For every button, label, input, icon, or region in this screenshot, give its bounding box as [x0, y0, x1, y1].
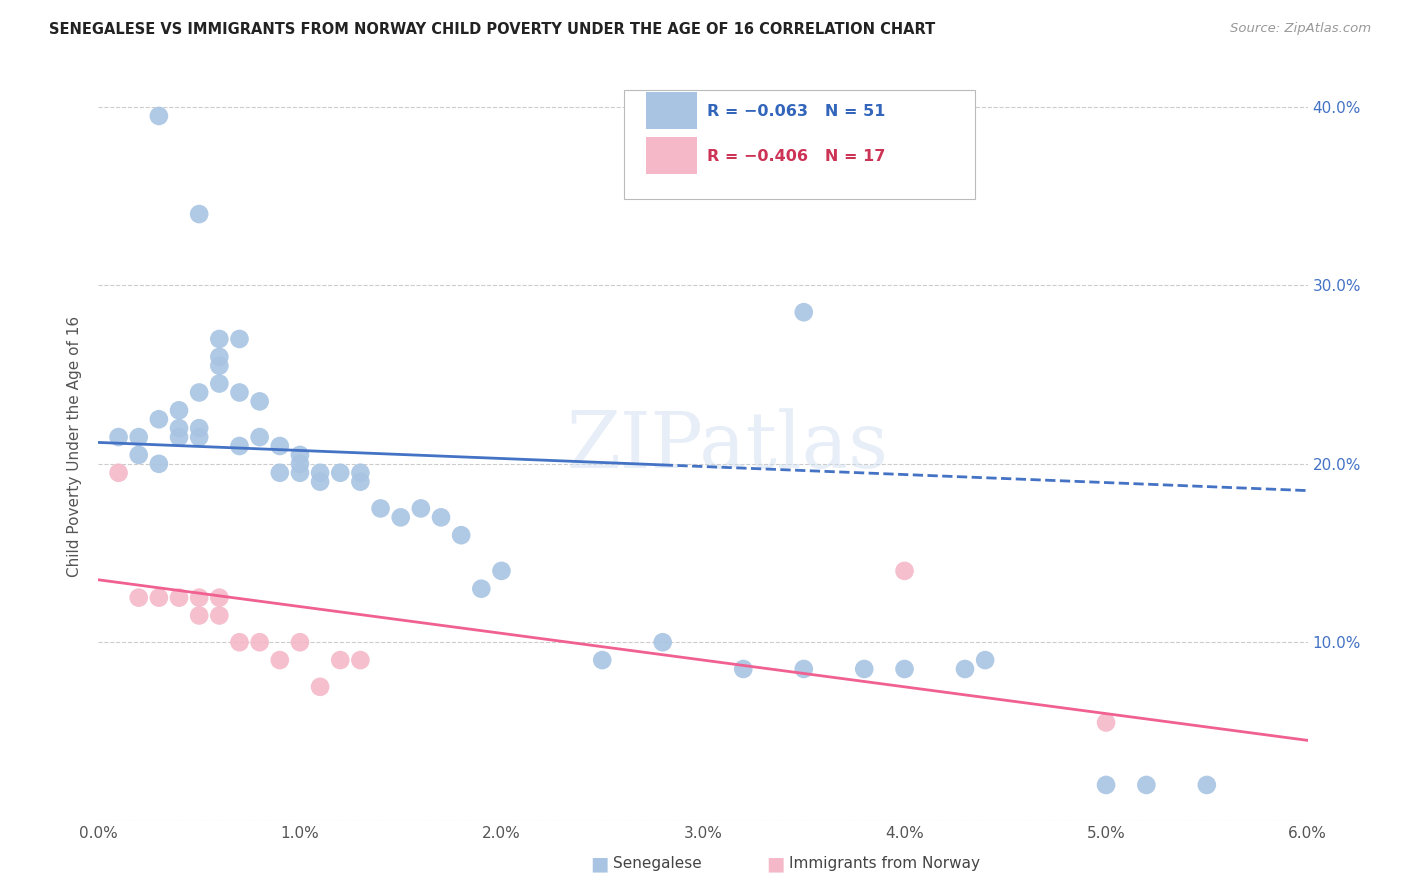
Point: [309, 466, 332, 480]
Point: [309, 680, 332, 694]
Point: [288, 635, 311, 649]
Point: [188, 385, 211, 400]
Point: [1095, 715, 1118, 730]
Point: [249, 430, 271, 444]
Point: [349, 653, 371, 667]
Point: [128, 448, 150, 462]
Point: [249, 394, 271, 409]
Point: [148, 457, 170, 471]
Text: Senegalese: Senegalese: [613, 856, 702, 871]
Point: [793, 662, 815, 676]
Point: [249, 635, 271, 649]
Point: [107, 466, 129, 480]
Text: R = −0.063   N = 51: R = −0.063 N = 51: [707, 103, 884, 119]
Point: [107, 430, 129, 444]
Point: [651, 635, 673, 649]
Point: [491, 564, 513, 578]
Point: [591, 653, 613, 667]
Text: ZIPatlas: ZIPatlas: [567, 409, 889, 483]
Text: ■: ■: [766, 854, 785, 873]
Point: [167, 421, 190, 435]
Point: [733, 662, 755, 676]
Point: [128, 591, 150, 605]
Text: ■: ■: [591, 854, 609, 873]
Y-axis label: Child Poverty Under the Age of 16: Child Poverty Under the Age of 16: [67, 316, 83, 576]
Point: [309, 475, 332, 489]
Point: [288, 457, 311, 471]
Point: [953, 662, 976, 676]
Point: [409, 501, 432, 516]
Point: [228, 635, 250, 649]
Point: [389, 510, 412, 524]
Point: [974, 653, 997, 667]
Point: [228, 385, 250, 400]
FancyBboxPatch shape: [624, 90, 976, 199]
Point: [269, 653, 291, 667]
Point: [148, 591, 170, 605]
Point: [148, 109, 170, 123]
Point: [128, 430, 150, 444]
Point: [329, 653, 352, 667]
Point: [188, 207, 211, 221]
Point: [228, 439, 250, 453]
Point: [208, 376, 231, 391]
Point: [167, 403, 190, 417]
Point: [269, 466, 291, 480]
Point: [793, 305, 815, 319]
Text: R = −0.406   N = 17: R = −0.406 N = 17: [707, 149, 884, 163]
Text: Immigrants from Norway: Immigrants from Norway: [789, 856, 980, 871]
Text: Source: ZipAtlas.com: Source: ZipAtlas.com: [1230, 22, 1371, 36]
Point: [269, 439, 291, 453]
Point: [288, 466, 311, 480]
Point: [167, 430, 190, 444]
FancyBboxPatch shape: [647, 93, 697, 129]
Point: [188, 430, 211, 444]
Point: [1095, 778, 1118, 792]
Text: SENEGALESE VS IMMIGRANTS FROM NORWAY CHILD POVERTY UNDER THE AGE OF 16 CORRELATI: SENEGALESE VS IMMIGRANTS FROM NORWAY CHI…: [49, 22, 935, 37]
Point: [288, 448, 311, 462]
Point: [208, 350, 231, 364]
Point: [470, 582, 492, 596]
Point: [228, 332, 250, 346]
Point: [853, 662, 876, 676]
Point: [893, 662, 915, 676]
Point: [893, 564, 915, 578]
Point: [188, 591, 211, 605]
Point: [430, 510, 453, 524]
Point: [208, 608, 231, 623]
Point: [329, 466, 352, 480]
Point: [450, 528, 472, 542]
Point: [167, 591, 190, 605]
Point: [349, 466, 371, 480]
Point: [349, 475, 371, 489]
Point: [188, 608, 211, 623]
Point: [208, 332, 231, 346]
FancyBboxPatch shape: [647, 137, 697, 174]
Point: [1135, 778, 1157, 792]
Point: [370, 501, 392, 516]
Point: [1195, 778, 1218, 792]
Point: [188, 421, 211, 435]
Point: [148, 412, 170, 426]
Point: [208, 359, 231, 373]
Point: [208, 591, 231, 605]
